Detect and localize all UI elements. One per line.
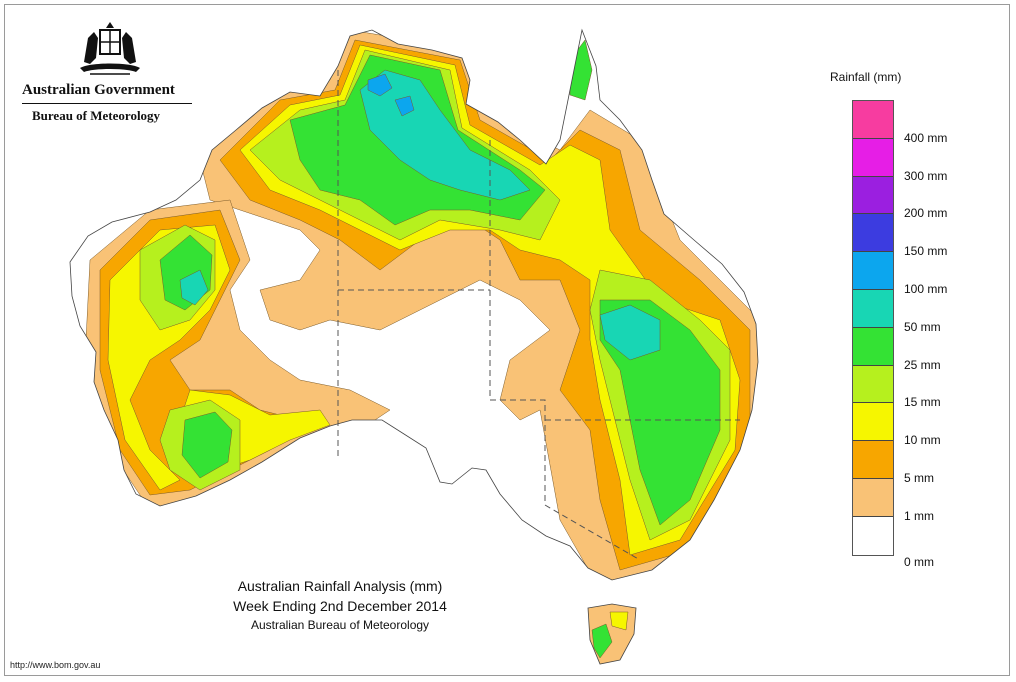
rainfall-contours bbox=[84, 30, 758, 580]
legend-label: 0 mm bbox=[904, 554, 934, 569]
tasmania bbox=[587, 603, 637, 665]
rain-zone-50mm-west bbox=[179, 269, 209, 306]
government-name: Australian Government bbox=[22, 82, 175, 98]
rain-zone-50mm-east bbox=[599, 304, 661, 361]
source-url[interactable]: http://www.bom.gov.au bbox=[10, 660, 101, 670]
rain-zone-100mm-north2 bbox=[394, 95, 415, 117]
legend-swatch bbox=[853, 176, 893, 215]
legend-label: 100 mm bbox=[904, 282, 948, 296]
caption-title: Australian Rainfall Analysis (mm) bbox=[237, 578, 443, 594]
tasmania-yellow bbox=[609, 611, 629, 631]
logo-divider bbox=[22, 103, 192, 104]
legend-label: 15 mm bbox=[904, 395, 941, 410]
coat-of-arms-icon bbox=[80, 22, 140, 75]
legend-label: 300 mm bbox=[904, 168, 948, 183]
legend-label: 200 mm bbox=[904, 206, 948, 221]
caption-subtitle: Week Ending 2nd December 2014 bbox=[233, 598, 447, 614]
legend-title: Rainfall (mm) bbox=[830, 70, 902, 84]
legend-swatch bbox=[853, 101, 893, 139]
map-caption: Australian Rainfall Analysis (mm) Week E… bbox=[190, 578, 490, 632]
legend-label: 150 mm bbox=[904, 244, 948, 259]
legend-label: 50 mm bbox=[904, 319, 941, 334]
legend-label: 5 mm bbox=[904, 471, 934, 485]
legend-label: 1 mm bbox=[904, 508, 934, 523]
coastline bbox=[69, 28, 759, 581]
border-nsw-vic bbox=[544, 504, 641, 561]
state-borders bbox=[337, 70, 740, 561]
legend-swatch bbox=[853, 252, 893, 290]
legend-swatch bbox=[853, 403, 893, 442]
legend-swatch bbox=[853, 516, 893, 555]
legend-swatch bbox=[853, 214, 893, 253]
legend-label: 25 mm bbox=[904, 357, 941, 372]
rain-zone-25mm-south bbox=[181, 411, 233, 479]
government-logo: Australian Government Bureau of Meteorol… bbox=[22, 18, 197, 124]
legend-color-scale bbox=[852, 100, 894, 556]
legend-swatch bbox=[853, 327, 893, 366]
legend-swatch bbox=[853, 441, 893, 479]
caption-credit: Australian Bureau of Meteorology bbox=[250, 618, 430, 632]
legend-swatch bbox=[853, 365, 893, 404]
legend-swatch bbox=[853, 478, 893, 517]
legend-swatch bbox=[853, 138, 893, 177]
bureau-name: Bureau of Meteorology bbox=[32, 108, 161, 123]
border-qld-sa bbox=[490, 399, 546, 505]
rainfall-legend: Rainfall (mm) 400 mm 300 mm 200 mm 150 mm 10… bbox=[828, 70, 978, 569]
tasmania-green bbox=[591, 623, 613, 659]
legend-label: 400 mm bbox=[904, 130, 948, 145]
legend-label: 10 mm bbox=[904, 433, 941, 448]
legend-swatch bbox=[853, 289, 893, 328]
rain-zone-100mm-north bbox=[367, 73, 393, 97]
